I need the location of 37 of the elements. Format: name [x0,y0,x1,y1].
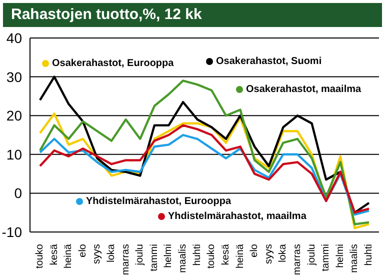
y-tick-label: -10 [2,224,22,240]
x-tick-label: maalis [178,244,189,273]
x-tick-label: tammi [148,244,160,272]
x-tick-label: joulu [306,244,318,266]
legend-label: Osakerahastot, Eurooppa [52,58,174,69]
x-tick-label: touko [206,244,218,268]
x-tick-label: syys [263,244,274,264]
x-tick-label: marras [120,244,132,276]
legend-label: Osakerahastot, Suomi [216,56,322,67]
x-tick-label: elo [249,244,260,258]
x-tick-label: elo [77,244,88,258]
x-tick-label: kesä [220,244,232,266]
x-tick-label: marras [292,244,303,276]
y-tick-label: 10 [6,146,22,162]
x-tick-label: loka [278,244,289,262]
x-tick-label: huhti [192,244,203,266]
x-tick-label: loka [106,244,118,262]
line-series [38,112,370,230]
x-tick-label: syys [92,244,103,264]
x-tick-label: heinä [63,244,74,268]
x-tick-label: helmi [163,244,174,268]
y-tick-label: 20 [6,108,22,124]
x-tick-label: maalis [349,244,360,273]
x-tick-label: tammi [320,244,332,272]
x-tick-label: huhti [364,244,374,266]
x-tick-label: joulu [134,244,146,266]
x-tick-label: kesä [48,244,60,266]
x-tick-label: helmi [334,244,346,268]
y-tick-label: 30 [6,68,22,85]
x-tick-label: touko [34,244,46,268]
legend-label: Yhdistelmärahastot, Eurooppa [86,196,232,207]
y-tick-label: 40 [6,30,22,46]
legend-label: Yhdistelmärahastot, maailma [168,211,306,222]
chart-title: Rahastojen tuotto,%, 12 kk [3,3,382,27]
y-tick-label: 0 [14,185,22,202]
legend-label: Osakerahastot, maailma [246,84,362,95]
x-tick-label: heinä [234,244,246,268]
